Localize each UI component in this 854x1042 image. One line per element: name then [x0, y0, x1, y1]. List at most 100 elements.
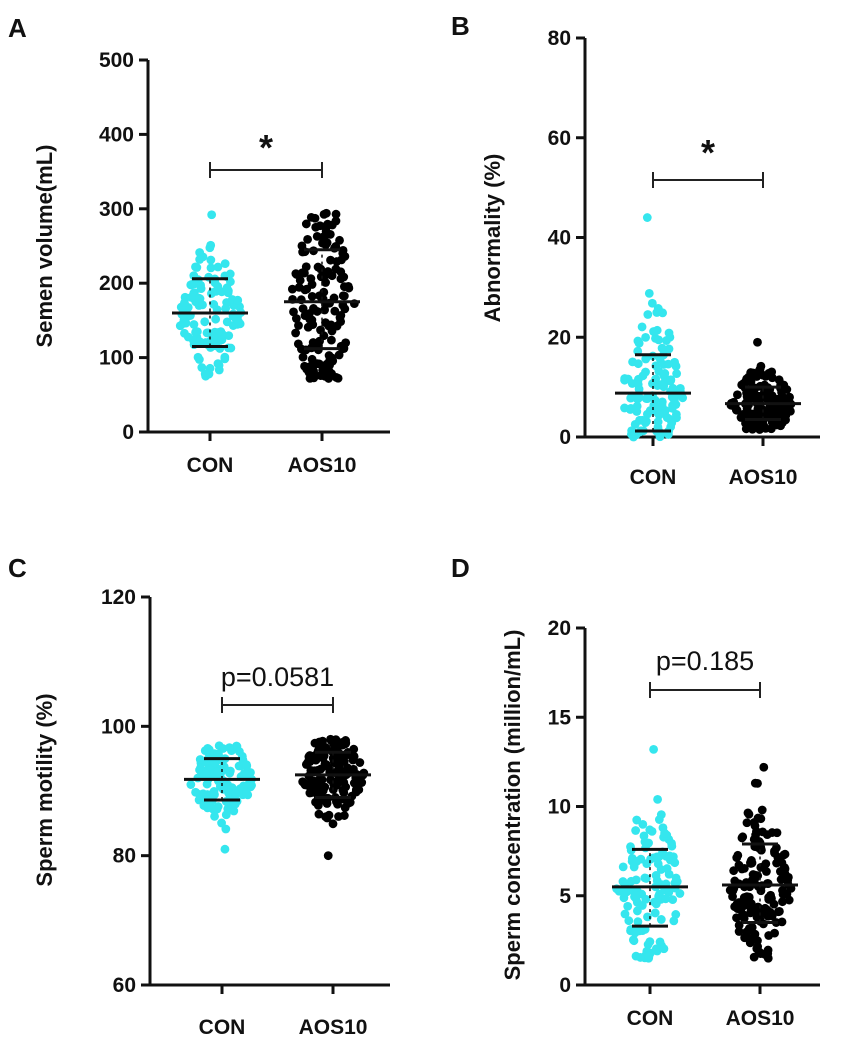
data-point — [193, 352, 203, 362]
data-point — [670, 858, 680, 868]
data-point — [301, 219, 311, 229]
x-category-label: CON — [187, 454, 234, 477]
y-tick-label: 40 — [548, 227, 571, 250]
significance-annotation: * — [259, 127, 273, 168]
y-tick-label: 20 — [548, 326, 571, 349]
data-point — [305, 788, 315, 798]
data-point — [633, 917, 643, 927]
data-point — [738, 832, 748, 842]
data-point — [291, 328, 301, 338]
data-point — [207, 288, 217, 297]
y-tick-label: 200 — [99, 272, 134, 295]
y-tick-label: 100 — [99, 347, 134, 370]
data-point — [620, 909, 630, 919]
data-point — [220, 844, 230, 854]
data-point — [325, 229, 335, 239]
data-point — [199, 801, 209, 810]
data-point — [326, 255, 335, 265]
data-point — [202, 328, 212, 338]
data-point — [631, 875, 641, 885]
panel-label: D — [451, 553, 470, 583]
data-point — [629, 862, 639, 872]
data-point — [289, 307, 298, 317]
data-point — [649, 327, 658, 336]
data-point — [762, 879, 772, 888]
data-point — [205, 243, 215, 253]
y-axis-title: Abnormality (%) — [480, 154, 505, 323]
data-point — [653, 403, 663, 412]
data-point — [224, 788, 233, 798]
data-point — [739, 914, 749, 923]
data-point — [742, 928, 752, 937]
x-category-label: AOS10 — [299, 1016, 368, 1039]
data-point — [732, 913, 741, 923]
significance-annotation: * — [701, 132, 715, 173]
data-point — [298, 352, 308, 362]
data-point — [316, 264, 326, 274]
panel-label: A — [8, 13, 27, 43]
data-point — [779, 850, 789, 860]
data-point — [346, 748, 356, 757]
data-point — [303, 322, 313, 332]
data-point — [331, 797, 341, 806]
data-point — [316, 272, 326, 282]
data-point — [225, 743, 234, 753]
data-point — [194, 293, 203, 303]
data-point — [654, 410, 664, 420]
data-point — [291, 314, 301, 323]
data-point — [756, 862, 766, 872]
y-tick-label: 80 — [113, 845, 136, 868]
data-point — [330, 306, 340, 316]
y-tick-label: 0 — [122, 421, 134, 444]
data-point — [728, 892, 737, 901]
data-point — [186, 292, 196, 302]
data-point — [315, 774, 324, 784]
data-point — [753, 337, 762, 347]
data-point — [737, 380, 747, 390]
data-point — [310, 213, 320, 223]
data-point — [207, 210, 217, 220]
data-point — [229, 806, 239, 816]
data-point — [319, 232, 329, 242]
data-point — [309, 304, 318, 313]
data-point — [315, 739, 325, 749]
data-point — [297, 241, 307, 251]
data-point — [771, 403, 781, 413]
data-point — [213, 767, 222, 777]
data-point — [336, 274, 346, 284]
data-point — [734, 860, 744, 870]
data-point — [756, 948, 766, 958]
data-point — [219, 762, 229, 772]
data-point — [233, 296, 243, 306]
data-point — [322, 221, 332, 230]
data-point — [633, 379, 643, 389]
data-point — [662, 864, 672, 873]
data-point — [220, 352, 230, 362]
data-point — [648, 379, 657, 388]
data-point — [238, 755, 248, 765]
data-point — [641, 894, 651, 904]
data-point — [313, 801, 323, 810]
data-point — [664, 328, 674, 338]
data-point — [667, 841, 677, 851]
data-point — [634, 392, 644, 402]
data-point — [646, 854, 655, 864]
y-tick-label: 100 — [101, 715, 136, 738]
x-category-label: CON — [199, 1016, 246, 1039]
data-point — [292, 270, 301, 279]
data-point — [306, 274, 316, 283]
data-point — [618, 862, 628, 872]
data-point — [328, 819, 338, 829]
data-point — [748, 934, 758, 944]
data-point — [338, 245, 348, 255]
data-point — [756, 886, 766, 896]
data-point — [200, 317, 210, 327]
data-point — [338, 740, 348, 750]
x-category-label: AOS10 — [288, 454, 357, 477]
data-point — [323, 267, 333, 276]
data-point — [750, 870, 760, 880]
data-point — [206, 263, 216, 273]
y-tick-label: 500 — [99, 49, 134, 72]
data-point — [675, 889, 685, 898]
